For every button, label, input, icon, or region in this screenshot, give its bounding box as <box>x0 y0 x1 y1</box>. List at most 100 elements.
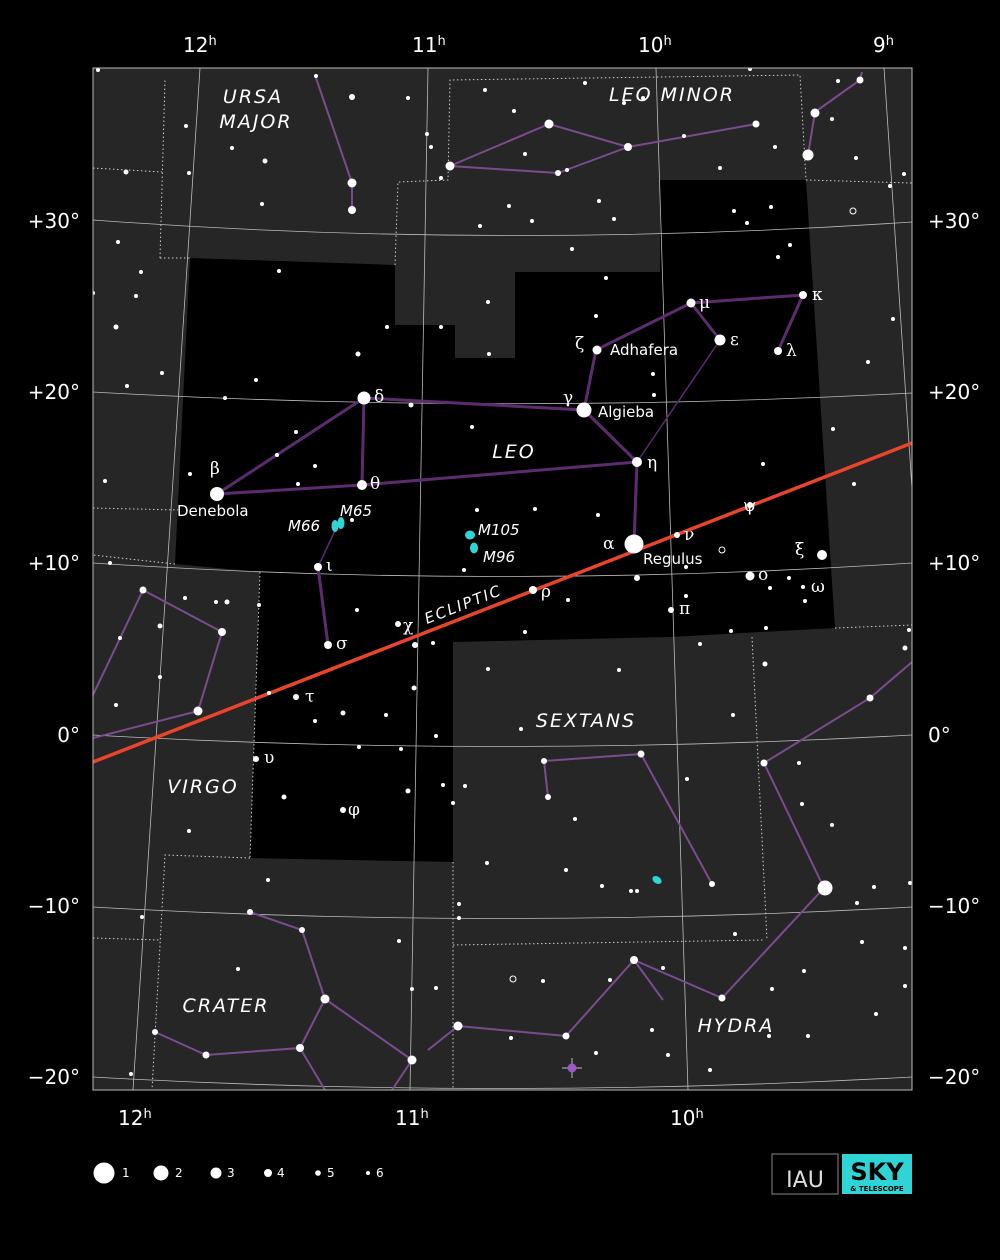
star <box>486 300 490 304</box>
star <box>902 172 906 176</box>
star <box>767 1034 771 1038</box>
legend-mag-4-label: 4 <box>277 1166 285 1180</box>
star <box>108 561 112 565</box>
greek-tau: τ <box>305 687 314 707</box>
star <box>523 152 527 156</box>
star <box>348 206 356 214</box>
star <box>445 161 455 171</box>
star <box>661 966 665 970</box>
star <box>116 240 120 244</box>
star <box>314 563 322 571</box>
star <box>762 661 768 667</box>
star <box>760 759 768 767</box>
star <box>411 685 417 691</box>
svg-text:& TELESCOPE: & TELESCOPE <box>850 1185 904 1193</box>
star <box>686 298 696 308</box>
star <box>214 600 218 604</box>
star <box>296 1044 304 1052</box>
magnitude-legend: 1 2 3 4 5 6 <box>93 1162 384 1184</box>
greek-alpha: α <box>603 534 615 554</box>
star <box>478 224 482 228</box>
star <box>629 889 633 893</box>
star <box>125 384 129 388</box>
star <box>555 170 561 176</box>
star <box>866 694 874 702</box>
star <box>184 124 188 128</box>
star <box>817 880 833 896</box>
legend-mag-5-label: 5 <box>327 1166 335 1180</box>
legend-mag-3-dot <box>210 1167 222 1179</box>
star <box>294 430 298 434</box>
star <box>684 565 688 569</box>
star <box>635 889 639 893</box>
greek-xi: ξ <box>795 540 804 560</box>
galaxy-marker <box>652 875 662 885</box>
star <box>733 932 737 936</box>
messier-objects <box>331 517 662 885</box>
star <box>385 325 389 329</box>
dec-labels-right: +30° +20° +10° 0° −10° −20° <box>928 209 980 1089</box>
legend-mag-6-dot <box>366 1171 370 1175</box>
svg-text:IAU: IAU <box>786 1168 824 1193</box>
messier-label-m65: M65 <box>340 502 372 520</box>
star <box>507 204 511 208</box>
star <box>405 788 411 794</box>
star <box>874 1012 878 1016</box>
star <box>123 169 129 175</box>
star <box>357 480 367 490</box>
star <box>296 482 300 486</box>
dec-label-right: −20° <box>928 1065 980 1089</box>
star <box>747 502 753 508</box>
star <box>451 801 455 805</box>
star <box>118 636 122 640</box>
greek-omicron: ο <box>758 565 768 585</box>
star <box>487 352 491 356</box>
star <box>799 291 807 299</box>
dec-label-right: 0° <box>928 723 951 747</box>
greek-epsilon: ε <box>730 330 739 350</box>
star <box>188 472 192 476</box>
greek-beta: β <box>210 459 220 479</box>
constellation-name-major: MAJOR <box>219 111 292 133</box>
star <box>630 956 638 964</box>
star <box>210 487 224 501</box>
ra-label-bottom-11: 11h <box>395 1106 429 1130</box>
svg-text:SKY: SKY <box>850 1158 904 1186</box>
star <box>187 171 191 175</box>
star <box>698 642 702 646</box>
greek-nu: ν <box>684 525 694 545</box>
star <box>624 534 644 554</box>
star <box>770 987 774 991</box>
dec-label-left: 0° <box>57 723 80 747</box>
star <box>566 598 570 602</box>
star-name-denebola: Denebola <box>177 502 249 520</box>
star <box>745 571 755 581</box>
star <box>158 675 162 679</box>
star <box>223 396 227 400</box>
star <box>475 508 479 512</box>
star <box>634 575 640 581</box>
star <box>139 270 143 274</box>
star <box>262 158 268 164</box>
star <box>854 156 858 160</box>
star <box>202 1051 210 1059</box>
star <box>541 979 545 983</box>
star <box>152 1029 158 1035</box>
star <box>139 586 147 594</box>
greek-gamma: γ <box>563 388 573 408</box>
star <box>429 145 433 149</box>
star <box>320 994 330 1004</box>
star-name-regulus: Regulus <box>643 550 703 568</box>
star <box>96 68 100 72</box>
star <box>594 1051 598 1055</box>
stars <box>93 68 912 1076</box>
star-name-algieba: Algieba <box>598 403 654 421</box>
star <box>769 205 773 209</box>
star <box>801 585 805 589</box>
star <box>114 703 118 707</box>
map-border <box>92 67 913 1091</box>
star <box>596 513 600 517</box>
coordinate-grid <box>93 68 912 1090</box>
ecliptic-line <box>93 441 912 764</box>
